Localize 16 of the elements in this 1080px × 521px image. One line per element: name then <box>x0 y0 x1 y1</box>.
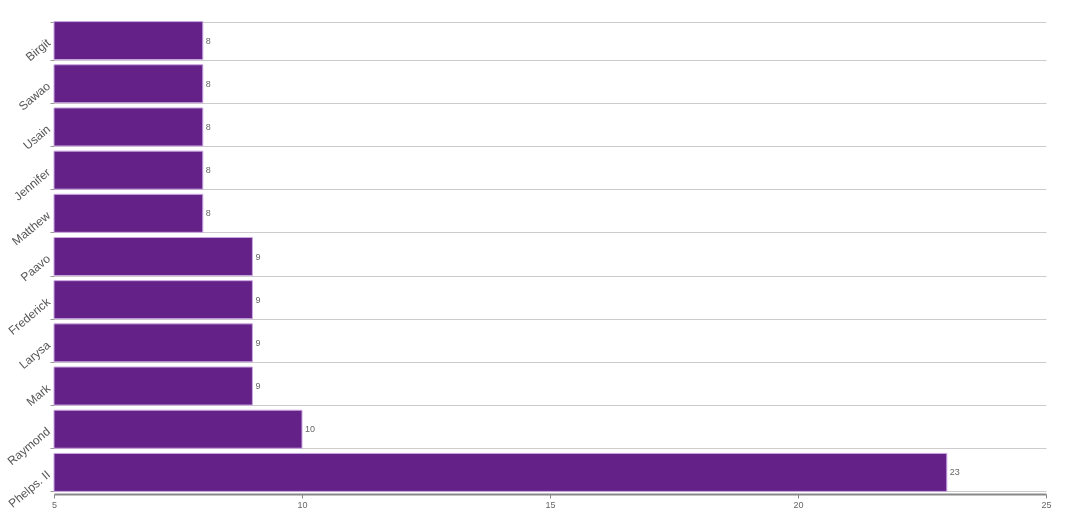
data-label: 9 <box>255 251 261 262</box>
data-label: 8 <box>205 78 211 89</box>
x-tick-label: 15 <box>545 499 556 510</box>
data-label: 9 <box>255 337 261 348</box>
x-tick-label: 20 <box>793 499 804 510</box>
data-label: 9 <box>255 294 261 305</box>
data-label: 8 <box>205 208 211 219</box>
x-tick-label: 10 <box>297 499 308 510</box>
x-tick-label: 5 <box>51 499 58 510</box>
data-label: 9 <box>255 381 261 392</box>
data-label: 8 <box>205 35 211 46</box>
data-label: 23 <box>949 467 960 478</box>
data-label: 8 <box>205 121 211 132</box>
data-label: 8 <box>205 165 211 176</box>
data-label: 10 <box>305 424 316 435</box>
x-tick-label: 25 <box>1041 499 1052 510</box>
